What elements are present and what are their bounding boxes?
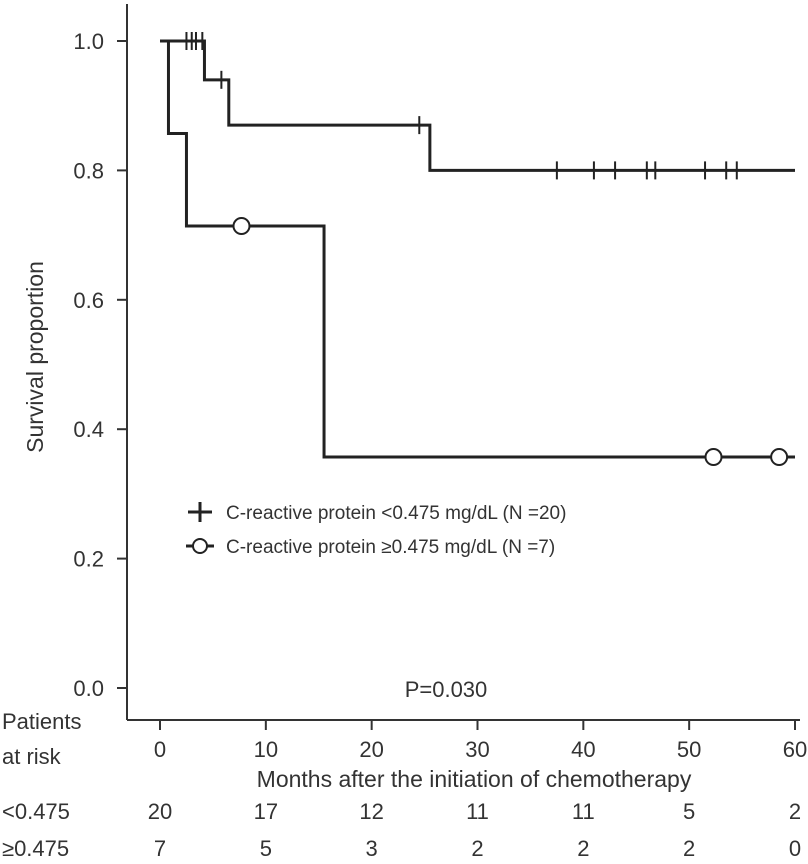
y-tick-label: 0.4: [73, 417, 104, 442]
risk-count: 0: [789, 836, 801, 861]
x-tick-label: 0: [154, 737, 166, 762]
risk-count: 2: [683, 836, 695, 861]
x-tick-label: 40: [571, 737, 595, 762]
risk-count: 5: [260, 836, 272, 861]
risk-count: 17: [254, 799, 278, 824]
risk-count: 2: [577, 836, 589, 861]
survival-curve-series-2: [160, 39, 795, 459]
risk-count: 12: [359, 799, 383, 824]
p-value-annotation: P=0.030: [405, 677, 488, 702]
censor-mark-circle: [704, 448, 723, 467]
risk-count: 7: [154, 836, 166, 861]
y-axis-label: Survival proportion: [22, 261, 48, 453]
risk-count: 2: [471, 836, 483, 861]
x-tick-label: 20: [359, 737, 383, 762]
y-axis-ticks: 0.0 0.2 0.4 0.6 0.8 1.0: [73, 29, 127, 701]
y-tick-label: 0.6: [73, 288, 104, 313]
legend-circle-marker: [186, 538, 214, 554]
risk-table: <0.475 20 17 12 11 11 5 2≥0.475 7 5 3 2 2 2 0: [2, 799, 801, 861]
risk-row-label: <0.475: [2, 799, 70, 824]
risk-count: 20: [148, 799, 172, 824]
x-tick-label: 50: [677, 737, 701, 762]
legend-plus-marker: [188, 502, 212, 522]
risk-count: 11: [466, 799, 489, 824]
y-tick-label: 0.2: [73, 547, 104, 572]
risk-count: 5: [683, 799, 695, 824]
y-tick-label: 0.0: [73, 676, 104, 701]
survival-curve-series-1: [160, 39, 795, 172]
censor-mark-circle: [770, 448, 789, 467]
x-tick-label: 10: [254, 737, 278, 762]
x-tick-label: 60: [783, 737, 807, 762]
risk-row-label: ≥0.475: [2, 836, 69, 861]
risk-count: 2: [789, 799, 801, 824]
censor-mark-circle: [232, 217, 251, 236]
y-tick-label: 0.8: [73, 158, 104, 183]
legend-label-high-crp: C-reactive protein ≥0.475 mg/dL (N =7): [226, 537, 555, 558]
legend: C-reactive protein <0.475 mg/dL (N =20) …: [186, 502, 566, 558]
risk-table-header-line2: at risk: [2, 744, 62, 769]
legend-label-low-crp: C-reactive protein <0.475 mg/dL (N =20): [226, 503, 566, 524]
x-axis-ticks: 0 10 20 30 40 50 60: [154, 720, 807, 762]
survival-curves: [160, 32, 795, 467]
x-tick-label: 30: [465, 737, 489, 762]
risk-table-header-line1: Patients: [2, 709, 82, 734]
risk-count: 11: [572, 799, 595, 824]
x-axis-label: Months after the initiation of chemother…: [257, 766, 692, 792]
y-tick-label: 1.0: [73, 29, 104, 54]
risk-count: 3: [366, 836, 378, 861]
